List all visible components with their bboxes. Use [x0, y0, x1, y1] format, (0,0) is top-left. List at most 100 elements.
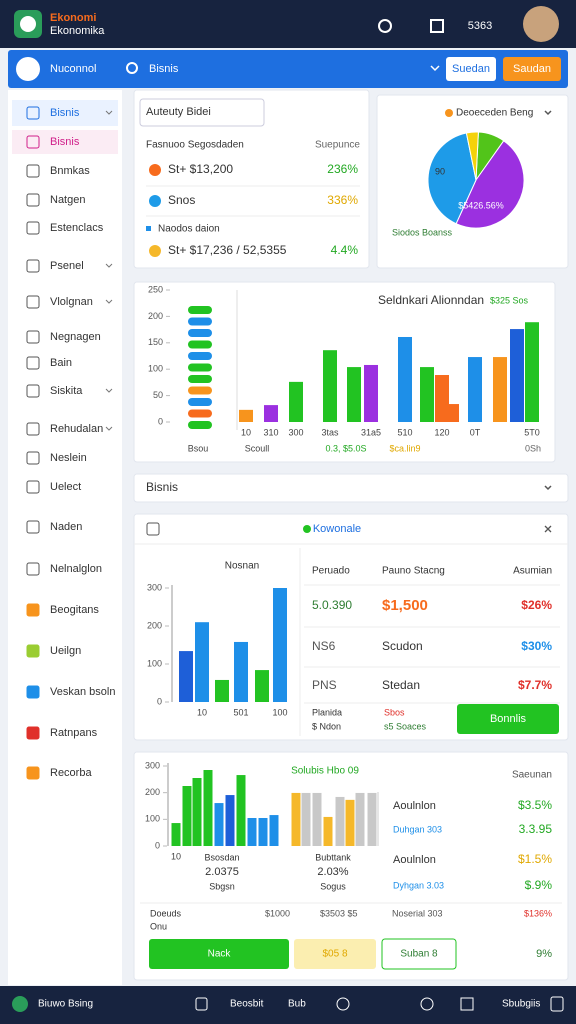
nav-item[interactable]: Naden [50, 521, 82, 533]
button[interactable] [503, 57, 561, 81]
icon[interactable] [460, 997, 474, 1011]
icon [303, 525, 311, 533]
nav-icon[interactable] [26, 259, 40, 273]
icon[interactable] [420, 997, 434, 1011]
icon[interactable] [378, 19, 392, 33]
nav-item[interactable]: Veskan bsoln [50, 686, 115, 698]
button[interactable] [381, 938, 457, 970]
bar [493, 357, 507, 422]
nav-icon[interactable] [26, 193, 40, 207]
chart-label: Sbgsn [209, 881, 235, 891]
nav-item[interactable]: Bain [50, 357, 72, 369]
nav-icon[interactable] [26, 221, 40, 235]
nav-label[interactable]: Sbubgiis [502, 999, 540, 1010]
button-label[interactable]: Suedan [452, 63, 490, 75]
nav-item[interactable]: Ueilgn [50, 645, 81, 657]
nav-item[interactable]: Uelect [50, 481, 81, 493]
nav-item[interactable]: Bnmkas [50, 165, 90, 177]
search-icon[interactable] [126, 62, 138, 74]
dot [445, 109, 453, 117]
panel-title: Saeunan [512, 770, 552, 781]
icon[interactable] [430, 19, 444, 33]
value: 9% [536, 948, 552, 960]
nav-item[interactable]: Neslein [50, 452, 87, 464]
nav-item[interactable]: Negnagen [50, 331, 101, 343]
heading: Suepunce [315, 140, 360, 151]
nav-icon[interactable] [26, 384, 40, 398]
nav-icon[interactable] [26, 164, 40, 178]
chevron[interactable] [544, 485, 552, 491]
nav-icon[interactable] [26, 644, 40, 658]
nav-icon[interactable] [26, 356, 40, 370]
close[interactable] [544, 525, 552, 533]
nav-icon[interactable] [26, 422, 40, 436]
annotation: $5426.56% [458, 200, 504, 210]
chevron[interactable] [105, 110, 113, 115]
button-label[interactable]: Nack [208, 949, 232, 960]
row-label: Snos [168, 193, 195, 207]
user-icon[interactable] [16, 57, 40, 81]
nav-item[interactable]: Psenel [50, 260, 84, 272]
nav-icon[interactable] [26, 603, 40, 617]
nav-icon[interactable] [26, 451, 40, 465]
nav-icon[interactable] [26, 562, 40, 576]
input-text[interactable]: Auteuty Bidei [146, 106, 211, 118]
bar [445, 404, 459, 422]
bottom-text: $3503 $5 [320, 908, 358, 918]
button-label[interactable]: Suban 8 [400, 949, 438, 960]
icon[interactable] [12, 996, 28, 1012]
nav-item[interactable]: Vlolgnan [50, 296, 93, 308]
bar [269, 815, 279, 846]
nav-item[interactable]: Natgen [50, 194, 85, 206]
nav-icon[interactable] [26, 726, 40, 740]
nav-icon[interactable] [26, 685, 40, 699]
dropdown[interactable] [133, 473, 569, 503]
chevron[interactable] [105, 263, 113, 268]
nav-item[interactable]: Siskita [50, 385, 83, 397]
nav-label[interactable]: Biuwo Bsing [38, 999, 93, 1010]
input[interactable] [139, 98, 265, 127]
chevron[interactable] [430, 65, 440, 72]
nav-icon[interactable] [26, 520, 40, 534]
nav-icon[interactable] [26, 480, 40, 494]
icon[interactable] [195, 997, 208, 1011]
button[interactable] [446, 57, 496, 81]
nav-icon[interactable] [26, 295, 40, 309]
chevron[interactable] [105, 388, 113, 393]
chevron[interactable] [105, 426, 113, 431]
button[interactable] [149, 939, 289, 969]
cell: Stedan [382, 678, 420, 692]
nav-icon[interactable] [26, 766, 40, 780]
icon[interactable] [550, 996, 564, 1012]
bottom-text: $1000 [265, 908, 290, 918]
nav-item[interactable]: Nelnalglon [50, 563, 102, 575]
nav-icon[interactable] [26, 135, 40, 149]
icon[interactable] [336, 997, 350, 1011]
button-label[interactable]: Bonnlis [490, 713, 527, 725]
nav-item[interactable]: Bisnis [50, 107, 80, 119]
nav-icon[interactable] [26, 330, 40, 344]
button[interactable] [457, 704, 559, 734]
nav-label[interactable]: Bub [288, 999, 306, 1010]
nav-item[interactable]: Ratnpans [50, 727, 98, 739]
chevron[interactable] [105, 299, 113, 304]
bar [182, 786, 192, 846]
nav-item[interactable]: Beogitans [50, 604, 99, 616]
chevron[interactable] [544, 110, 552, 116]
search-text[interactable]: Bisnis [149, 63, 179, 75]
nav-item[interactable]: Rehudalan [50, 423, 103, 435]
nav-item[interactable]: Bisnis [50, 136, 80, 148]
row-label: Aoulnlon [393, 854, 436, 866]
button-label[interactable]: Saudan [513, 63, 551, 75]
footer-text: Sbos [384, 707, 405, 717]
nav-item[interactable]: Recorba [50, 767, 92, 779]
nav-label[interactable]: Beosbit [230, 999, 264, 1010]
button-label[interactable]: $05 8 [322, 949, 347, 960]
nav-item[interactable]: Estenclacs [50, 222, 104, 234]
legend-pill [188, 421, 212, 429]
dropdown-text[interactable]: Bisnis [146, 480, 178, 494]
avatar[interactable] [523, 6, 559, 42]
button[interactable] [294, 939, 376, 969]
nav-icon[interactable] [26, 106, 40, 120]
bar [323, 816, 333, 846]
